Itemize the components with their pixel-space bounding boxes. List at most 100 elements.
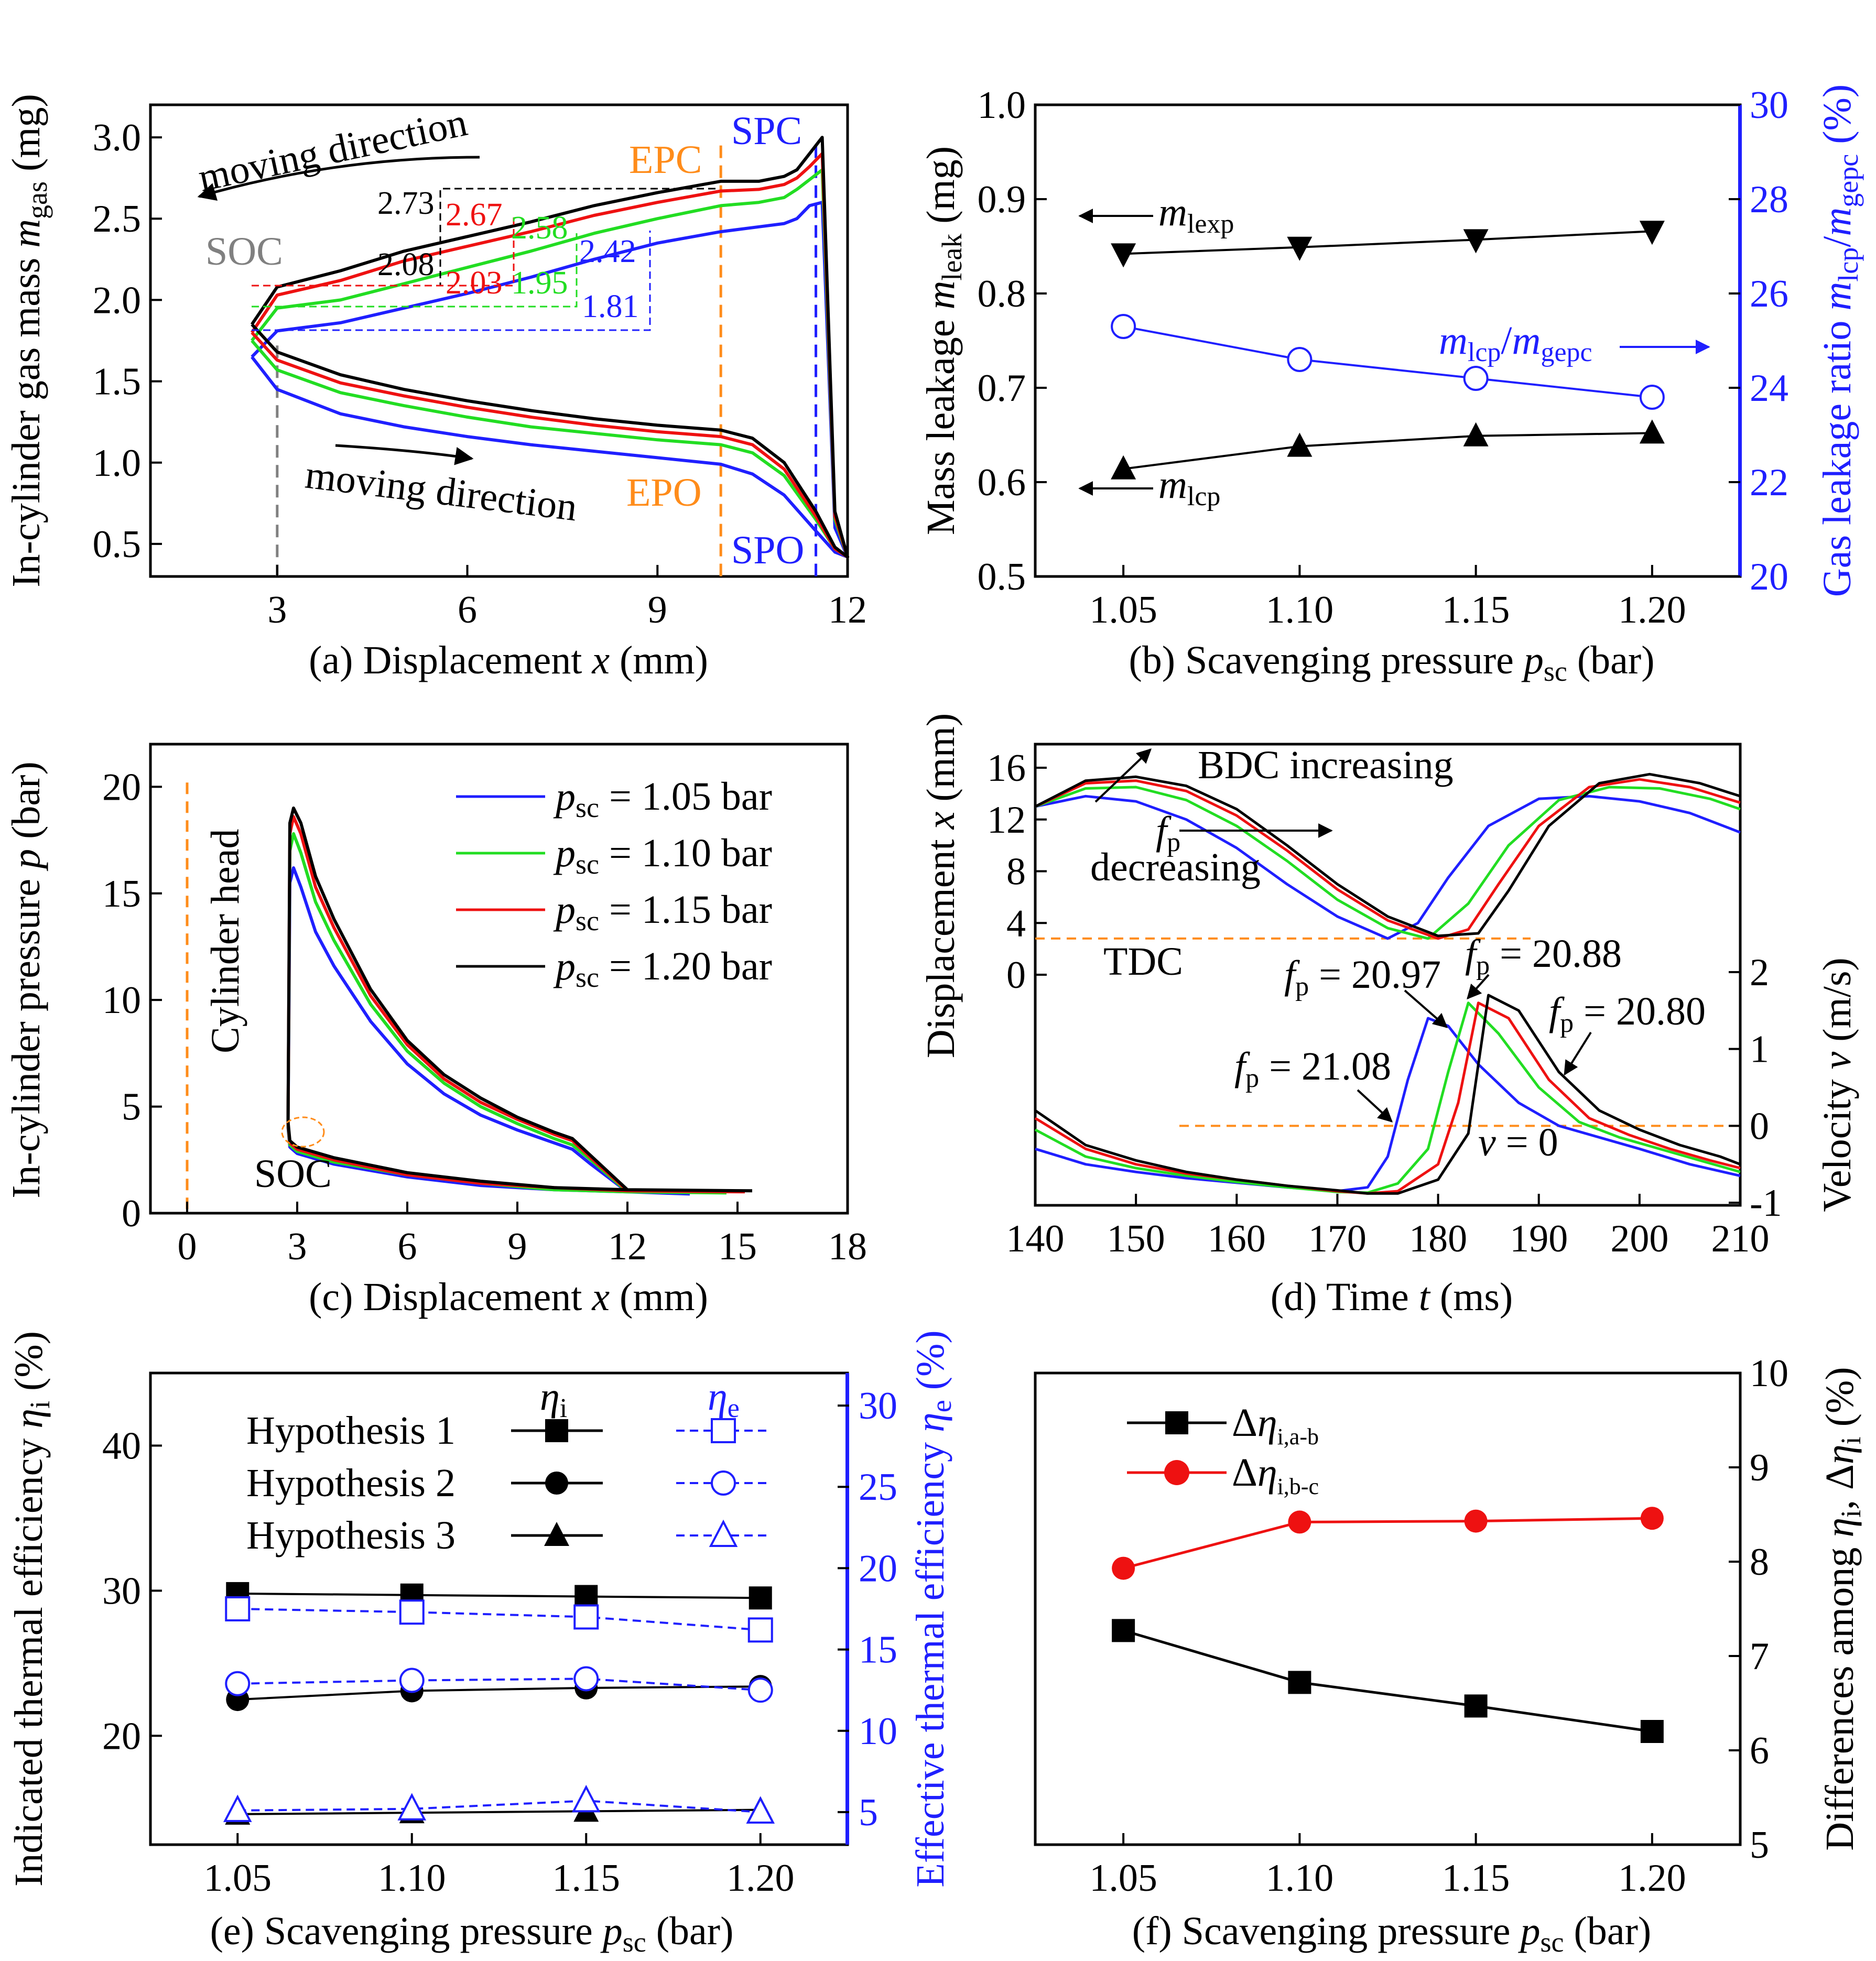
b-x-label: 1.10	[1266, 589, 1334, 631]
panel-c-x-label: (c) Displacement x (mm)	[309, 1275, 708, 1319]
legend-marker-e	[711, 1418, 736, 1443]
b-y2-label: 22	[1750, 461, 1788, 504]
b-y2-label: 20	[1750, 555, 1788, 598]
legend-marker-i	[545, 1419, 568, 1442]
d-y-label: 16	[987, 747, 1026, 790]
b-y-label: 0.9	[978, 178, 1026, 221]
f-x-label: 1.10	[1266, 1857, 1334, 1900]
d-x-label: 210	[1711, 1217, 1770, 1260]
series-1.15 bar	[286, 815, 745, 1194]
legend-110: psc = 1.10 bar	[553, 831, 772, 880]
e-y2-label: 5	[859, 1791, 878, 1834]
v-zero-label: v = 0	[1478, 1120, 1558, 1164]
eta-i-Hypothesis 2	[237, 1685, 761, 1701]
panel-b-y2-label: Gas leakage ratio mlcp/mgepc (%)	[1815, 84, 1864, 597]
d-x-label: 200	[1610, 1217, 1668, 1260]
value-2-58: 2.58	[511, 210, 568, 246]
point-m_lexp	[1111, 243, 1136, 268]
series-1.20 bar	[251, 136, 849, 559]
panel-c-series	[186, 782, 753, 1213]
legend-105: psc = 1.05 bar	[553, 775, 772, 823]
eta-e-point	[397, 1793, 427, 1821]
e-y2-label: 30	[859, 1385, 897, 1428]
panel-c-pressure-chart: 0 3 6 9 12 15 18 0 5 10 15 20 Cylinder head SOC psc…	[4, 743, 867, 1319]
series-m_lcp	[1123, 432, 1652, 470]
panel-e-y-label: Indicated thermal efficiency ηi (%)	[7, 1331, 56, 1887]
panel-a-y-label: In-cylinder gas mass mgas (mg)	[4, 94, 53, 587]
legend-120: psc = 1.20 bar	[553, 944, 772, 993]
e-y2-label: 20	[859, 1547, 897, 1590]
a-y-label: 2.5	[93, 198, 142, 241]
d-x-label: 160	[1208, 1217, 1266, 1260]
point-Δη i,a-b	[1112, 1619, 1135, 1642]
point-m_lexp	[1639, 221, 1665, 245]
fp-label-2108: fp = 21.08	[1234, 1044, 1391, 1093]
point-Δη i,b-c	[1640, 1507, 1664, 1530]
eta-e-Hypothesis 1	[237, 1608, 761, 1631]
b-y2-label: 26	[1750, 273, 1788, 315]
e-y-label: 40	[102, 1424, 141, 1467]
ratio-label: mlcp/mgepc	[1439, 319, 1592, 367]
d-y2-label: 2	[1750, 951, 1769, 994]
panel-b-series	[1111, 221, 1665, 480]
eta-e-Hypothesis 3	[237, 1800, 761, 1813]
legend-hypothesis-1: Hypothesis 1	[246, 1409, 456, 1453]
d-x-label: 170	[1308, 1217, 1367, 1260]
legend-marker-i	[544, 1522, 569, 1546]
point-Δη i,b-c	[1288, 1510, 1311, 1534]
series-Δη i,b-c	[1123, 1517, 1652, 1570]
value-1-81: 1.81	[582, 289, 639, 324]
f-x-label: 1.20	[1618, 1857, 1686, 1900]
fp-arrow-2097	[1404, 989, 1448, 1028]
e-y2-label: 10	[859, 1710, 897, 1753]
f-y2-label: 9	[1750, 1446, 1769, 1489]
fp-arrow-2108	[1357, 1089, 1393, 1123]
series-Δη i,a-b	[1123, 1629, 1653, 1733]
e-x-label: 1.20	[726, 1857, 795, 1900]
d-y-label: 4	[1006, 902, 1026, 945]
d-y-label: 0	[1006, 954, 1026, 997]
disp-20.97	[1035, 786, 1741, 940]
epc-label: EPC	[629, 138, 702, 182]
e-x-label: 1.05	[204, 1857, 272, 1900]
eta-e-point	[399, 1599, 425, 1625]
fp-decreasing-label: decreasing	[1090, 845, 1261, 889]
e-x-label: 1.10	[378, 1857, 446, 1900]
panel-d-y2-label: Velocity v (m/s)	[1815, 957, 1859, 1212]
panel-c-y-label: In-cylinder pressure p (bar)	[4, 761, 48, 1199]
c-x-label: 0	[178, 1225, 197, 1268]
soc-label-c: SOC	[254, 1152, 332, 1196]
series-1.05 bar	[251, 201, 849, 559]
a-y-label: 1.5	[93, 361, 142, 404]
spc-label: SPC	[731, 109, 802, 153]
panel-a-x-label: (a) Displacement x (mm)	[309, 638, 708, 682]
b-y2-label: 28	[1750, 178, 1788, 221]
eta-e-point	[747, 1617, 773, 1643]
series-1.20 bar	[286, 807, 753, 1193]
eta-e-Hypothesis 2	[237, 1677, 761, 1692]
legend-delta-bc: Δηi,b-c	[1232, 1451, 1319, 1499]
eta-i-Hypothesis 1	[237, 1592, 761, 1599]
b-x-label: 1.05	[1089, 589, 1157, 631]
e-y2-label: 25	[859, 1466, 897, 1509]
e-y-label: 30	[102, 1570, 141, 1613]
panel-d-y-label: Displacement x (mm)	[919, 713, 963, 1058]
point-Δη i,a-b	[1464, 1694, 1488, 1718]
panel-b-y-label: Mass leakage mleak (mg)	[919, 146, 968, 535]
panel-e-y2-label: Effective thermal efficiency ηe (%)	[908, 1330, 957, 1887]
moving-direction-arrow-top	[197, 156, 480, 201]
series-m_lcp/m_gepc	[1123, 325, 1653, 398]
eta-e-point	[399, 1668, 425, 1693]
b-y-label: 0.6	[978, 461, 1026, 504]
b-y-label: 0.7	[978, 367, 1026, 410]
series-1.05 bar	[286, 866, 690, 1196]
value-2-42: 2.42	[579, 234, 636, 269]
legend-header-eta-i: ηi	[540, 1375, 567, 1423]
b-y-label: 0.8	[978, 273, 1026, 315]
c-x-label: 18	[828, 1225, 867, 1268]
c-y-label: 5	[122, 1086, 141, 1129]
spo-label: SPO	[731, 528, 804, 572]
